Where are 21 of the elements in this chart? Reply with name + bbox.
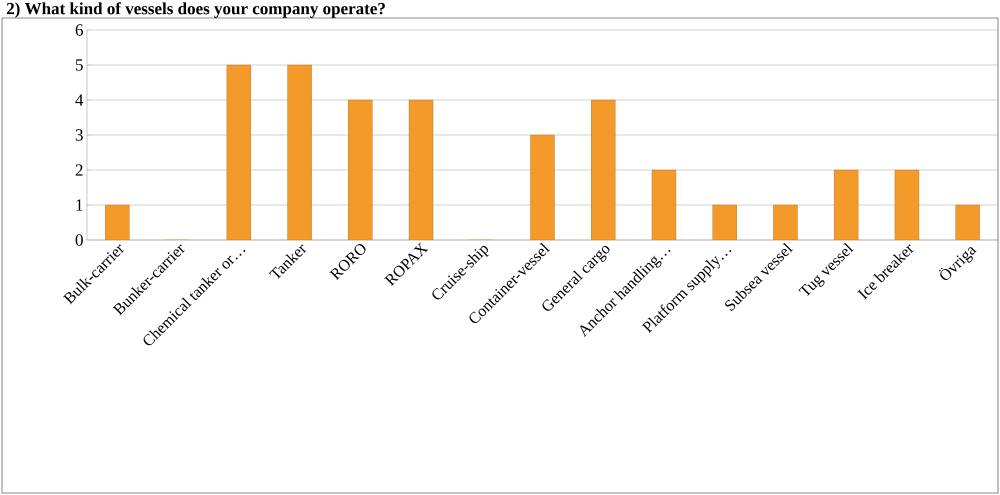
- bar: [226, 64, 252, 240]
- y-tick-label: 4: [75, 94, 84, 106]
- bar: [773, 204, 798, 240]
- bar: [591, 100, 616, 240]
- bar: [348, 100, 373, 240]
- y-tick-label: 5: [76, 59, 83, 71]
- bar: [894, 170, 920, 240]
- y-tick-label: 6: [76, 24, 83, 36]
- bar: [530, 134, 555, 240]
- bar: [408, 100, 434, 240]
- y-tick-label: 0: [76, 234, 83, 246]
- y-tick-label: 2: [76, 164, 83, 176]
- y-tick-label: 3: [76, 129, 83, 141]
- bar: [834, 170, 858, 240]
- chart-title: 2) What kind of vessels does your company operate?: [6, 2, 385, 18]
- bar: [105, 204, 130, 240]
- bar: [955, 204, 980, 240]
- bar: [712, 204, 737, 240]
- y-tick-label: 1: [76, 199, 82, 211]
- bar: [287, 64, 312, 240]
- bar: [652, 170, 676, 240]
